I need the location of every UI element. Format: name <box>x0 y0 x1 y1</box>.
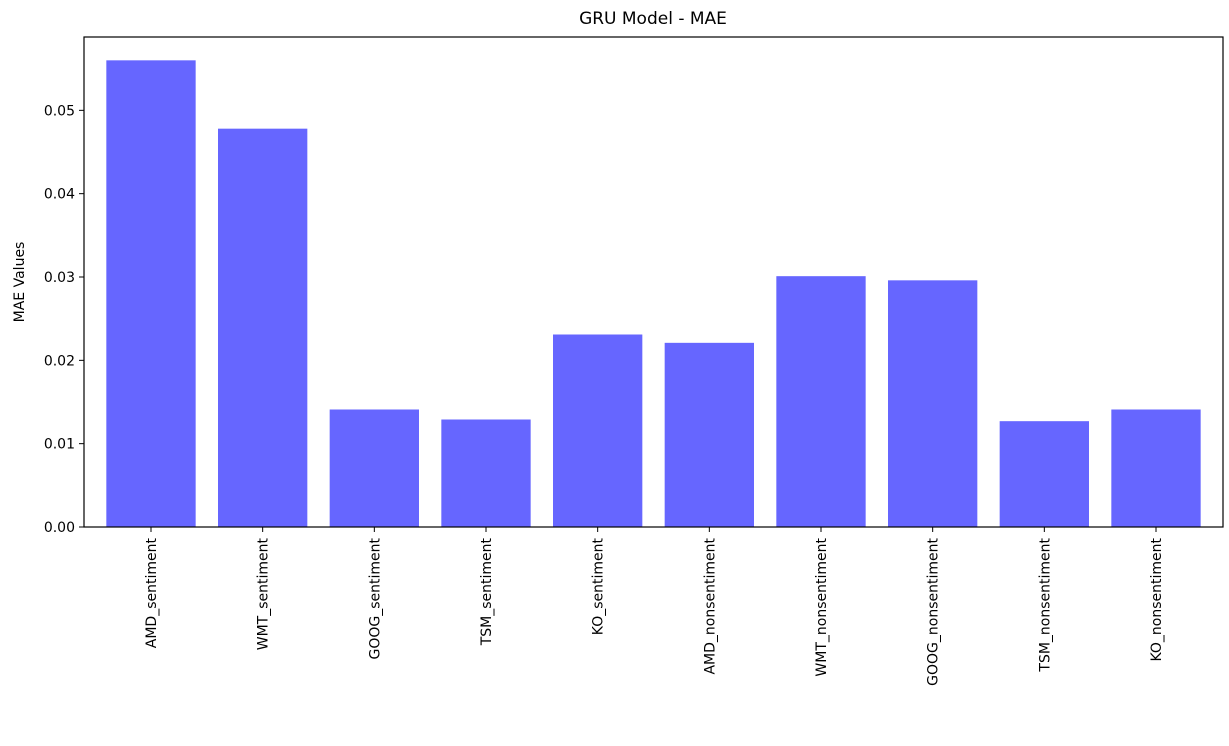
y-tick-label: 0.03 <box>44 270 75 286</box>
x-tick-label: GOOG_sentiment <box>367 537 383 659</box>
x-tick-label: TSM_sentiment <box>479 537 495 646</box>
x-tick-label: KO_nonsentiment <box>1149 538 1165 662</box>
bar-ko-nonsentiment <box>1111 409 1201 527</box>
y-axis-label: MAE Values <box>12 242 28 323</box>
x-tick-label: AMD_sentiment <box>144 537 160 648</box>
bar-tsm-nonsentiment <box>999 421 1089 527</box>
bar-wmt-nonsentiment <box>776 276 866 527</box>
x-tick-label: WMT_nonsentiment <box>814 537 830 676</box>
y-tick-label: 0.00 <box>44 520 75 536</box>
x-axis-ticks: AMD_sentiment WMT_sentiment GOOG_sentiment… <box>144 527 1165 686</box>
y-axis-ticks: 0.00 0.01 0.02 0.03 0.04 0.05 <box>44 103 84 536</box>
bar-ko-sentiment <box>553 334 643 527</box>
bar-tsm-sentiment <box>441 419 531 527</box>
y-tick-label: 0.02 <box>44 353 75 369</box>
bar-goog-nonsentiment <box>888 280 978 527</box>
x-tick-label: KO_sentiment <box>591 538 607 636</box>
chart-title: GRU Model - MAE <box>579 9 727 29</box>
y-tick-label: 0.05 <box>44 103 75 119</box>
x-tick-label: TSM_nonsentiment <box>1037 537 1053 672</box>
bar-amd-sentiment <box>106 60 196 527</box>
bar-wmt-sentiment <box>218 128 308 528</box>
y-tick-label: 0.04 <box>44 187 75 203</box>
y-tick-label: 0.01 <box>44 437 75 453</box>
bar-amd-nonsentiment <box>664 342 754 527</box>
bar-goog-sentiment <box>329 409 419 527</box>
x-tick-label: WMT_sentiment <box>256 537 272 650</box>
x-tick-label: GOOG_nonsentiment <box>926 537 942 685</box>
plot-area-frame <box>83 36 1224 528</box>
x-tick-label: AMD_nonsentiment <box>702 538 718 675</box>
bars-layer <box>106 60 1201 528</box>
